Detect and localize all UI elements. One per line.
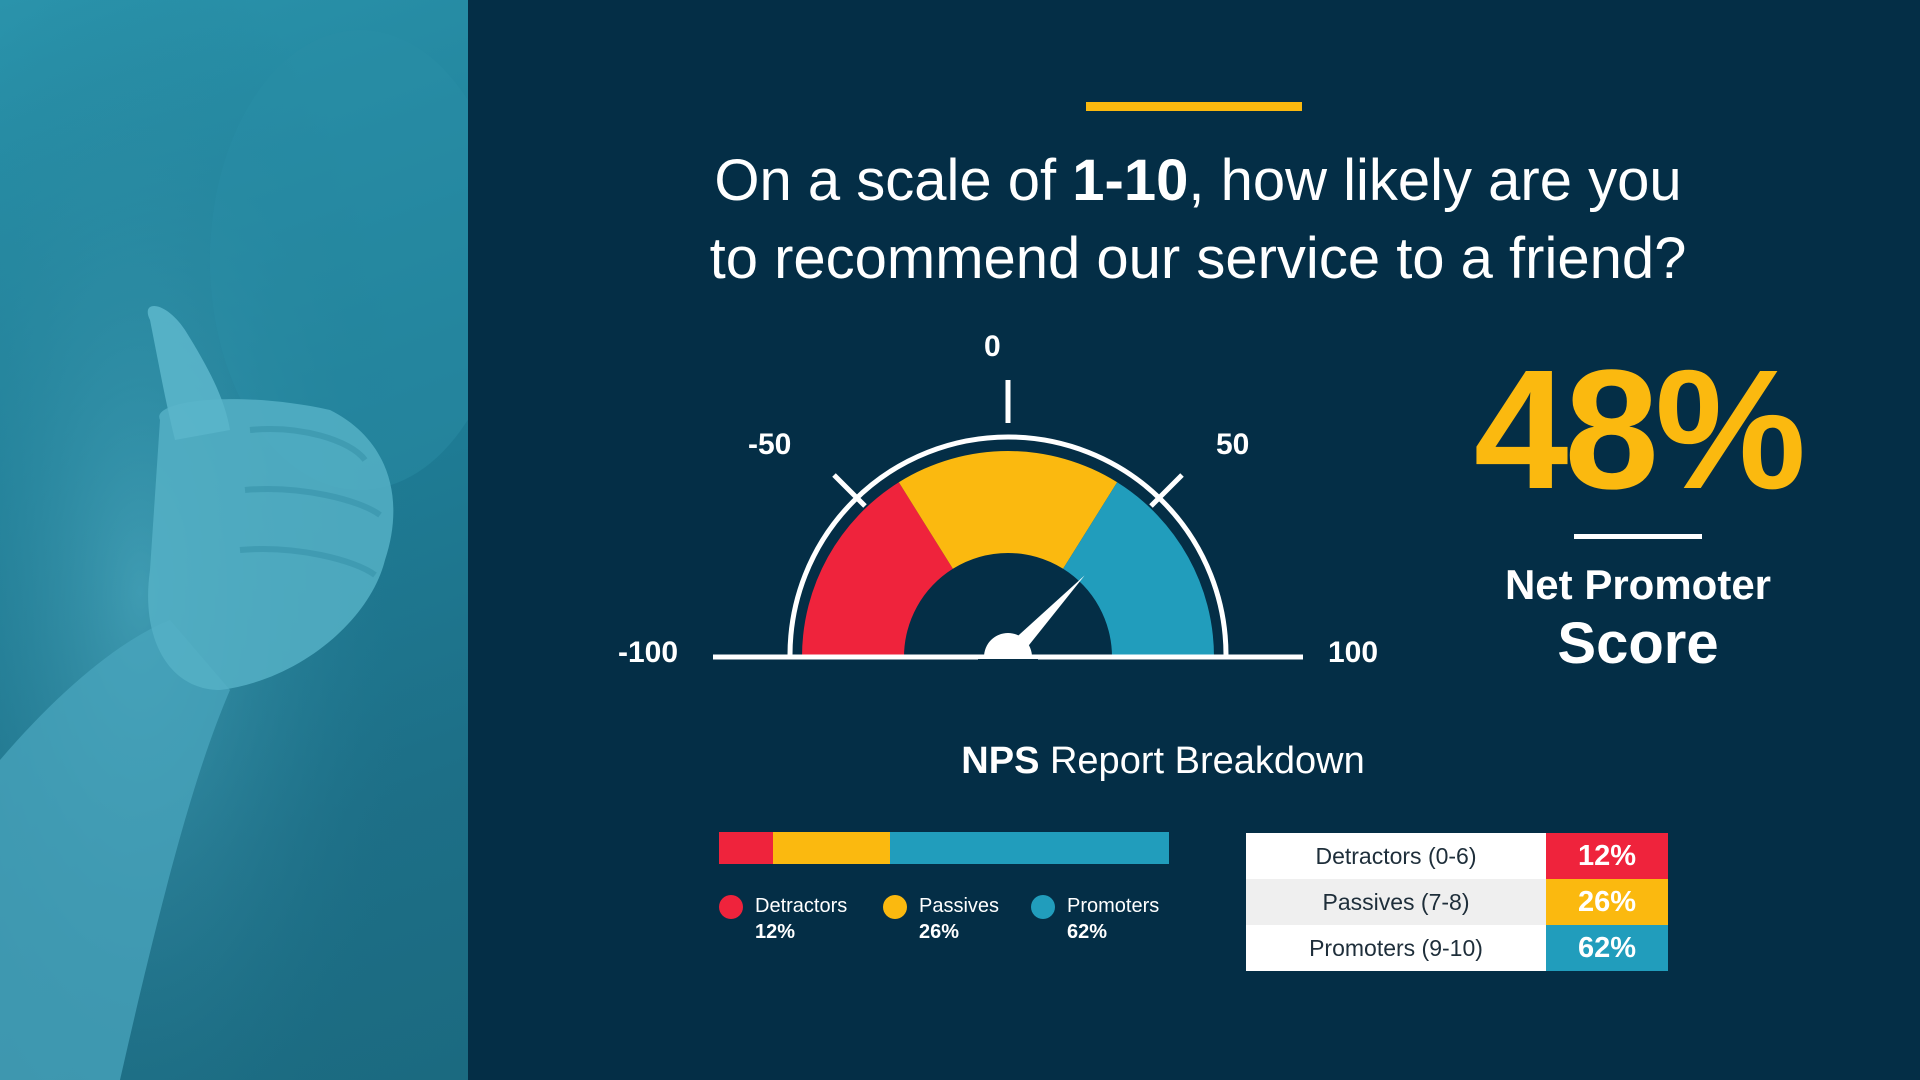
breakdown-stacked-bar	[719, 832, 1169, 864]
legend-dot-icon	[719, 895, 743, 919]
legend-name: Promoters	[1067, 895, 1160, 917]
gauge-svg	[713, 380, 1303, 689]
legend-value: 26%	[919, 921, 960, 943]
table-row-value: 62%	[1546, 925, 1668, 971]
bar-segment-detractors	[719, 832, 773, 864]
breakdown-table: Detractors (0-6) 12% Passives (7-8) 26% Prom…	[1246, 833, 1668, 971]
gauge-label-neg50: -50	[748, 428, 792, 461]
bar-segment-passives	[773, 832, 890, 864]
score-divider	[1574, 534, 1702, 539]
question-scale: 1-10	[1072, 148, 1189, 213]
survey-question: On a scale of 1-10, how likely are you t…	[648, 142, 1748, 298]
gauge-label-min: -100	[618, 636, 679, 669]
gauge-zone-detractors	[802, 482, 953, 657]
table-row-value: 12%	[1546, 833, 1668, 879]
breakdown-title-rest: Report Breakdown	[1039, 740, 1365, 782]
nps-slide: On a scale of 1-10, how likely are you t…	[468, 0, 1920, 1080]
breakdown-title-bold: NPS	[961, 740, 1040, 782]
question-suffix: , how likely are you	[1188, 148, 1682, 213]
breakdown-title: NPS Report Breakdown	[648, 740, 1678, 783]
legend-dot-icon	[1031, 895, 1055, 919]
table-row-value: 26%	[1546, 879, 1668, 925]
legend-value: 12%	[755, 921, 796, 943]
thumbs-up-illustration	[0, 0, 468, 1080]
gauge-zone-promoters	[1063, 482, 1214, 657]
table-row-label: Promoters (9-10)	[1246, 925, 1546, 971]
breakdown-legend: Detractors 12% Passives 26% Promoters 62%	[719, 893, 1199, 953]
score-label-net-promoter: Net Promoter	[1504, 561, 1772, 608]
bar-segment-promoters	[890, 832, 1169, 864]
legend-dot-icon	[883, 895, 907, 919]
table-row: Promoters (9-10) 62%	[1246, 925, 1668, 971]
gauge-label-max: 100	[1328, 636, 1379, 669]
gauge-tick-neg50	[832, 473, 867, 508]
table-row-label: Detractors (0-6)	[1246, 833, 1546, 879]
table-row: Detractors (0-6) 12%	[1246, 833, 1668, 879]
table-row: Passives (7-8) 26%	[1246, 879, 1668, 925]
gauge-label-pos50: 50	[1216, 428, 1250, 461]
nps-gauge: 0 -50 50 -100 100	[618, 330, 1388, 710]
thumbs-up-photo	[0, 0, 468, 1080]
legend-name: Detractors	[755, 895, 848, 917]
table-row-label: Passives (7-8)	[1246, 879, 1546, 925]
title-accent-line	[1086, 102, 1302, 111]
nps-score-block: 48% Net Promoter Score	[1388, 335, 1888, 677]
score-label-score: Score	[1557, 611, 1719, 676]
gauge-zone-passives	[898, 451, 1118, 569]
nps-score-value: 48%	[1473, 335, 1806, 525]
legend-value: 62%	[1067, 921, 1108, 943]
gauge-tick-pos50	[1149, 473, 1184, 508]
gauge-label-zero: 0	[984, 330, 1001, 363]
legend-name: Passives	[919, 895, 1000, 917]
question-line2: to recommend our service to a friend?	[709, 226, 1687, 291]
gauge-outer-arc	[787, 434, 1229, 656]
question-prefix: On a scale of	[714, 148, 1073, 213]
